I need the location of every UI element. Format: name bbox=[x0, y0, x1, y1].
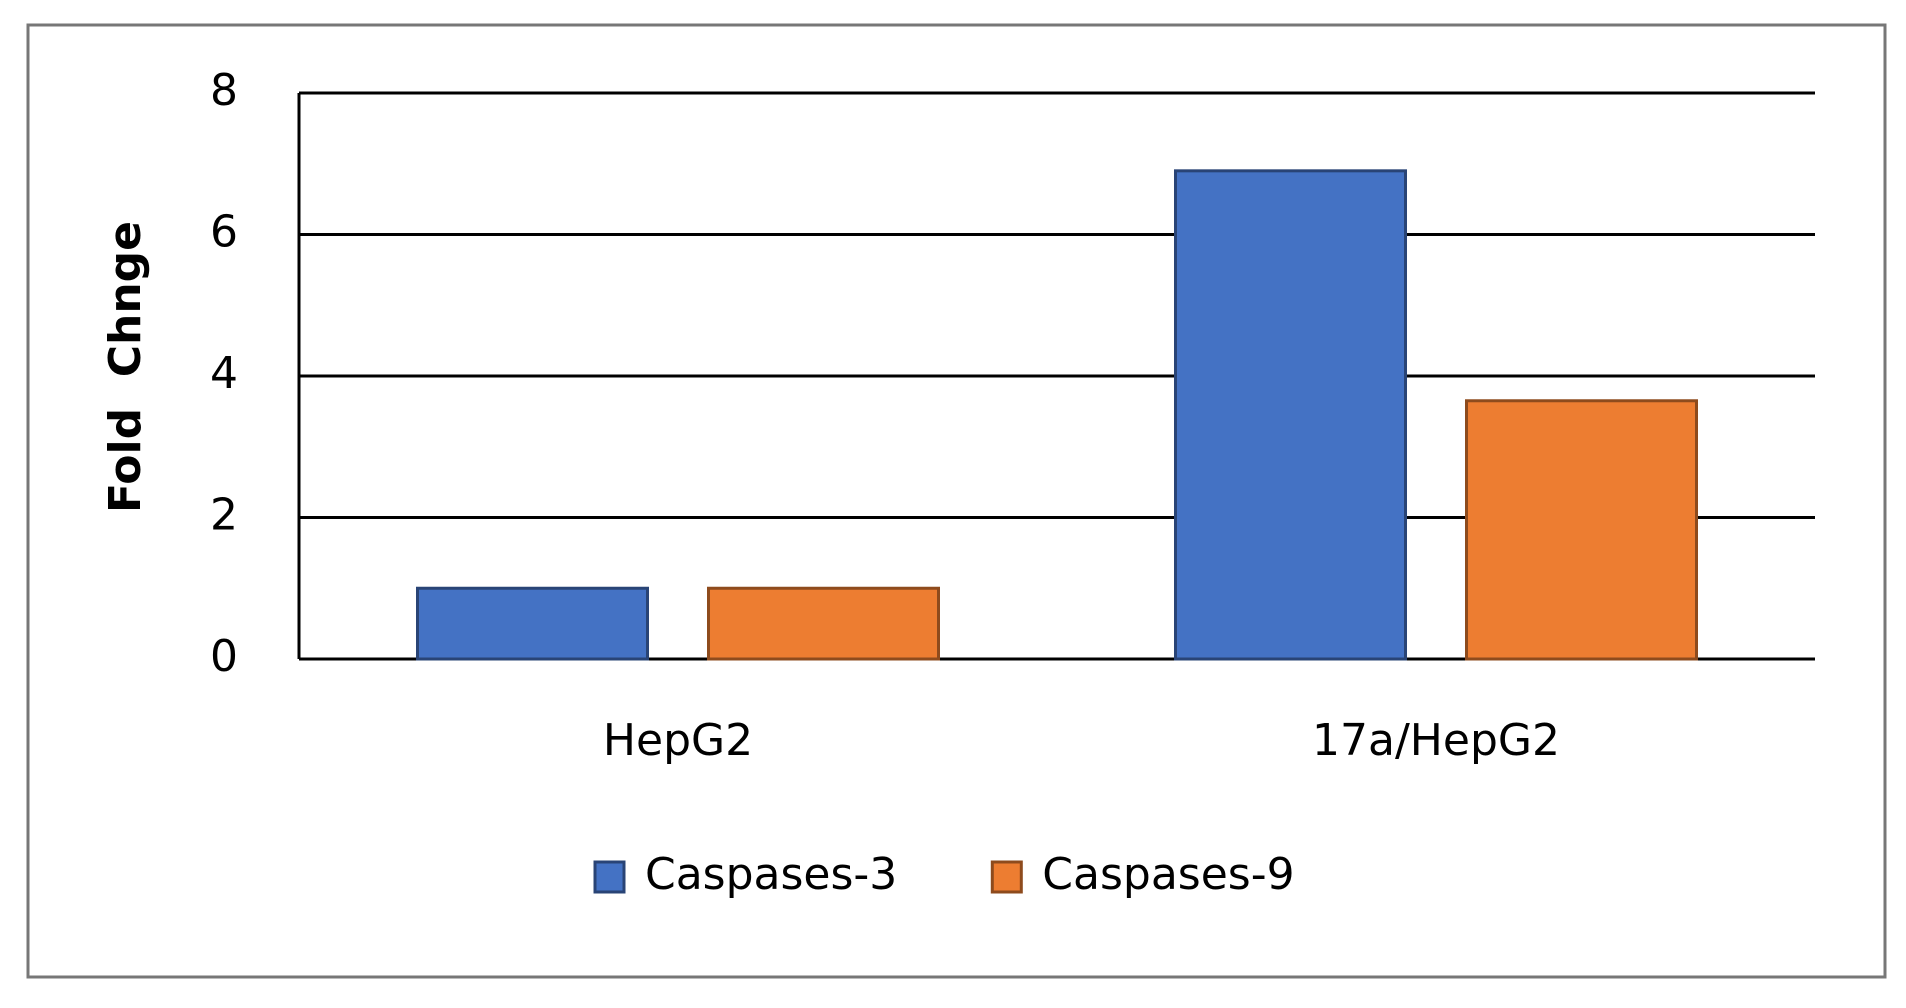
y-tick-label: 6 bbox=[210, 207, 238, 258]
bar bbox=[416, 586, 649, 661]
x-tick-label: 17a/HepG2 bbox=[1312, 715, 1560, 766]
y-axis-label: Fold Chnge bbox=[100, 221, 151, 513]
y-tick-label: 8 bbox=[210, 65, 238, 116]
bar bbox=[1465, 399, 1698, 661]
y-tick-label: 0 bbox=[210, 631, 238, 682]
bar bbox=[707, 586, 940, 661]
legend-swatch bbox=[593, 860, 626, 894]
y-tick-label: 4 bbox=[210, 348, 238, 399]
legend-swatch bbox=[990, 860, 1023, 894]
legend-label: Caspases-3 bbox=[645, 849, 897, 900]
bar bbox=[1174, 169, 1407, 661]
x-tick-label: HepG2 bbox=[603, 715, 753, 766]
legend-label: Caspases-9 bbox=[1042, 849, 1294, 900]
y-tick-label: 2 bbox=[210, 490, 238, 541]
